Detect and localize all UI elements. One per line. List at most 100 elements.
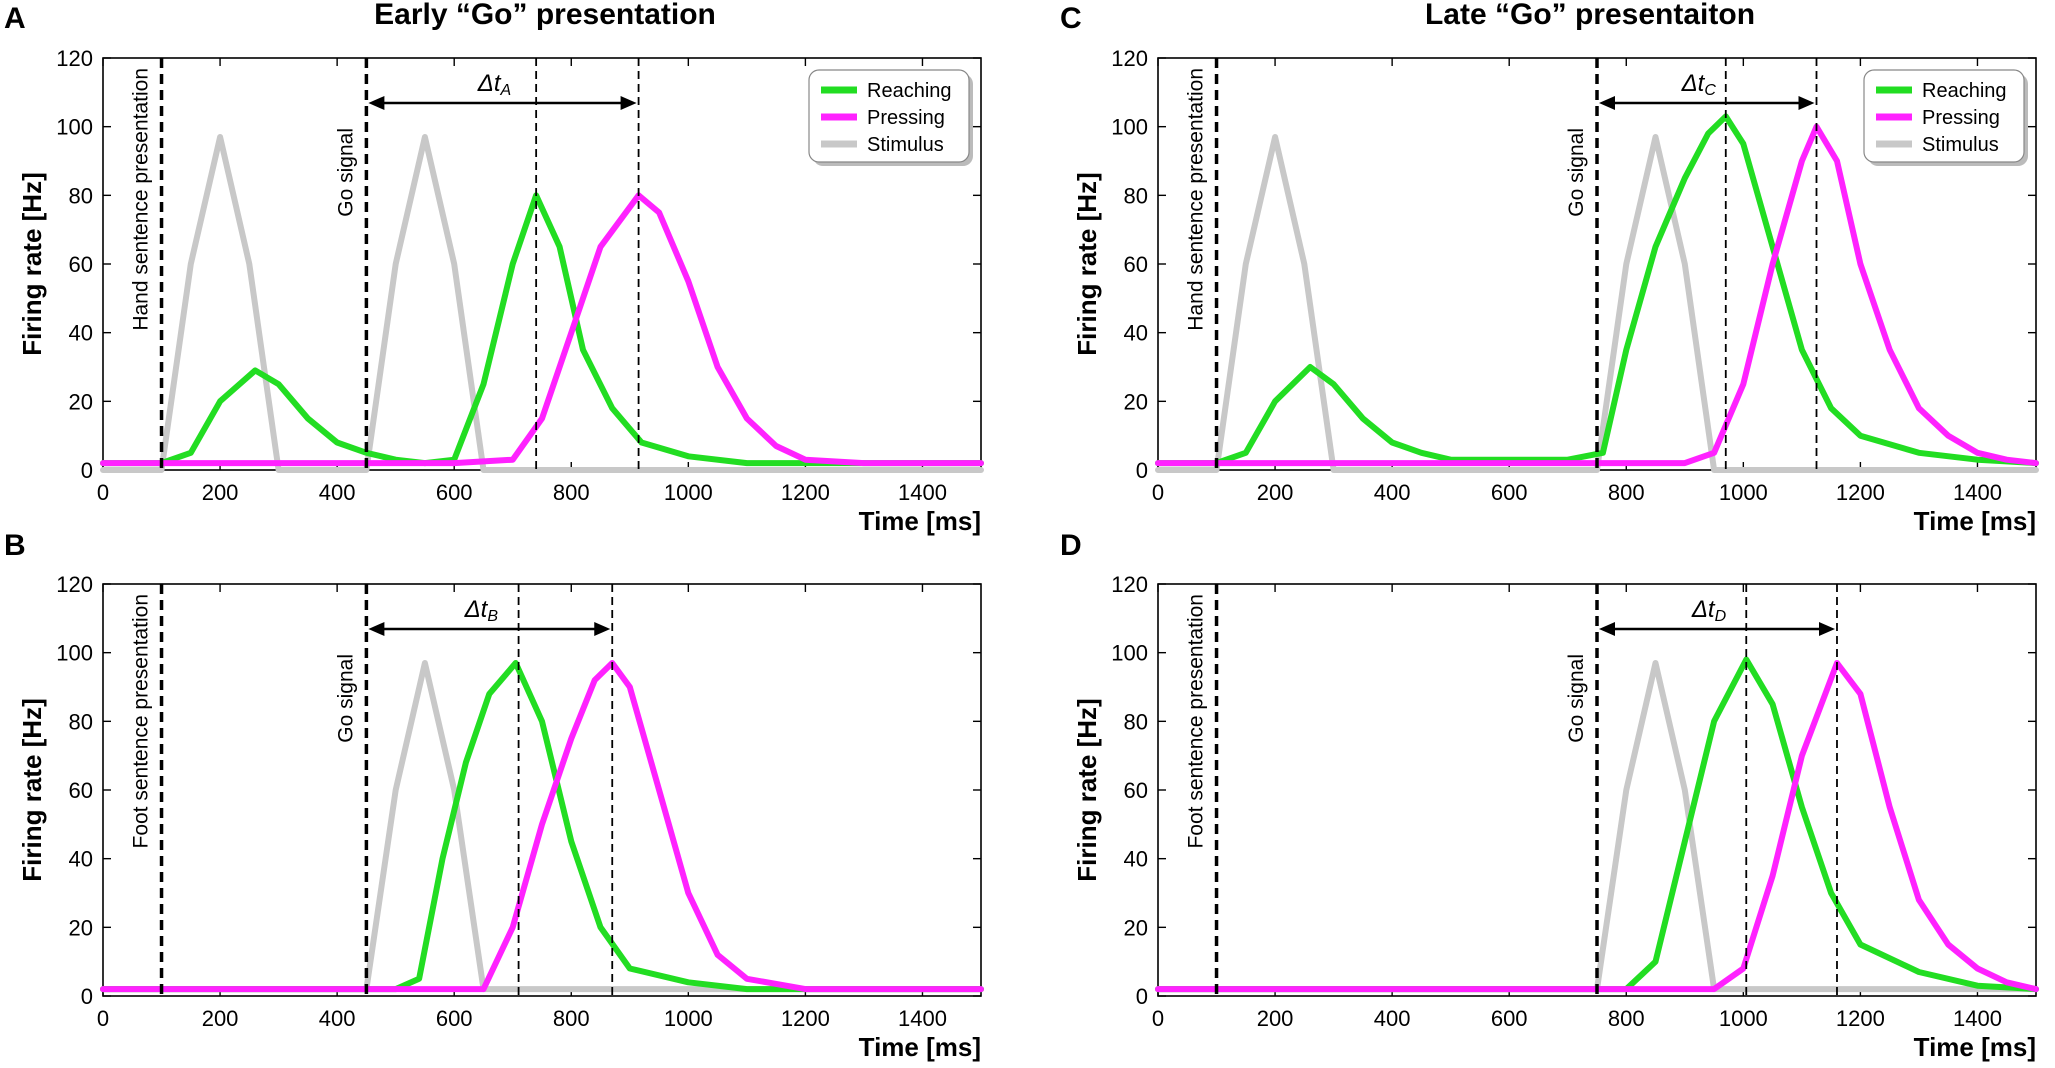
legend-entry-reaching: Reaching	[867, 80, 952, 102]
delta-arrow-head-right	[620, 96, 637, 110]
x-tick-label: 800	[553, 1006, 590, 1031]
series-line-pressing	[1155, 660, 2039, 993]
delta-arrow-head-left	[1599, 96, 1615, 110]
series-line-pressing	[100, 660, 984, 993]
sentence-onset-label: Hand sentence presentation	[130, 68, 153, 331]
series-line-stimulus	[100, 134, 984, 473]
title-early: Early “Go” presentation	[374, 0, 716, 31]
delta-arrow-head-right	[594, 622, 611, 636]
y-tick-label: 0	[1136, 984, 1148, 1009]
x-tick-label: 0	[1152, 1006, 1164, 1031]
delta-arrow-head-left	[368, 622, 385, 636]
x-tick-label: 1400	[1953, 480, 2002, 505]
series-line-reaching	[1155, 113, 2039, 467]
x-tick-label: 200	[1257, 480, 1294, 505]
x-tick-label: 400	[1374, 1006, 1411, 1031]
delta-label: ΔtA	[477, 70, 511, 99]
title-late: Late “Go” presentaiton	[1425, 0, 1755, 31]
x-tick-label: 200	[202, 1006, 239, 1031]
panel-letter: B	[4, 529, 26, 562]
delta-label: ΔtD	[1691, 596, 1727, 625]
y-tick-label: 120	[56, 572, 93, 597]
y-tick-label: 120	[1111, 46, 1148, 71]
go-signal-label: Go signal	[1565, 128, 1588, 217]
y-axis-title: Firing rate [Hz]	[1072, 172, 1102, 355]
x-tick-label: 1000	[1719, 480, 1768, 505]
y-axis-title: Firing rate [Hz]	[1072, 698, 1102, 881]
y-tick-label: 20	[1124, 915, 1148, 940]
delta-arrow-head-right	[1818, 622, 1835, 636]
go-signal-label: Go signal	[334, 654, 357, 743]
y-tick-label: 40	[69, 321, 93, 346]
y-tick-label: 80	[69, 183, 93, 208]
x-tick-label: 1200	[781, 1006, 830, 1031]
x-axis-title: Time [ms]	[859, 506, 981, 536]
sentence-onset-label: Hand sentence presentation	[1185, 68, 1208, 331]
legend-entry-stimulus: Stimulus	[867, 134, 944, 156]
x-tick-label: 1000	[664, 480, 713, 505]
x-axis-title: Time [ms]	[1914, 506, 2036, 536]
panel-letter: A	[4, 2, 26, 35]
x-tick-label: 0	[97, 1006, 109, 1031]
legend-entry-pressing: Pressing	[1922, 107, 2000, 129]
x-tick-label: 1200	[1836, 480, 1885, 505]
x-tick-label: 1200	[1836, 1006, 1885, 1031]
y-tick-label: 60	[69, 778, 93, 803]
y-tick-label: 120	[56, 46, 93, 71]
series-line-reaching	[100, 660, 984, 993]
y-tick-label: 100	[56, 115, 93, 140]
y-tick-label: 80	[69, 709, 93, 734]
y-tick-label: 40	[69, 847, 93, 872]
x-tick-label: 1000	[1719, 1006, 1768, 1031]
panel-letter: D	[1060, 529, 1082, 562]
y-tick-label: 20	[69, 389, 93, 414]
x-tick-label: 200	[1257, 1006, 1294, 1031]
y-tick-label: 100	[1111, 115, 1148, 140]
y-axis-title: Firing rate [Hz]	[17, 698, 47, 881]
legend-entry-stimulus: Stimulus	[1922, 134, 1999, 156]
sentence-onset-label: Foot sentence presentation	[1185, 594, 1208, 849]
x-tick-label: 800	[1608, 1006, 1645, 1031]
series-line-pressing	[100, 192, 984, 467]
y-tick-label: 100	[56, 641, 93, 666]
series-line-reaching	[100, 192, 984, 467]
x-axis-title: Time [ms]	[859, 1032, 981, 1062]
x-tick-label: 800	[1608, 480, 1645, 505]
plot-frame	[1157, 583, 2037, 997]
go-signal-label: Go signal	[334, 128, 357, 217]
x-tick-label: 1400	[1953, 1006, 2002, 1031]
delta-arrow-head-left	[368, 96, 385, 110]
y-tick-label: 60	[1124, 778, 1148, 803]
y-tick-label: 60	[1124, 252, 1148, 277]
y-tick-label: 80	[1124, 709, 1148, 734]
x-tick-label: 1000	[664, 1006, 713, 1031]
x-tick-label: 1200	[781, 480, 830, 505]
series-line-stimulus	[1155, 134, 2039, 473]
x-tick-label: 600	[1491, 480, 1528, 505]
y-tick-label: 40	[1124, 321, 1148, 346]
go-signal-label: Go signal	[1565, 654, 1588, 743]
y-tick-label: 0	[81, 458, 93, 483]
y-tick-label: 20	[1124, 389, 1148, 414]
delta-arrow-head-right	[1798, 96, 1815, 110]
y-tick-label: 0	[1136, 458, 1148, 483]
x-tick-label: 1400	[898, 480, 947, 505]
y-tick-label: 0	[81, 984, 93, 1009]
plot-frame	[102, 583, 982, 997]
delta-label: ΔtC	[1681, 70, 1717, 99]
x-tick-label: 600	[436, 480, 473, 505]
delta-label: ΔtB	[464, 596, 499, 625]
x-tick-label: 400	[319, 1006, 356, 1031]
legend-entry-pressing: Pressing	[867, 107, 945, 129]
x-tick-label: 600	[1491, 1006, 1528, 1031]
sentence-onset-label: Foot sentence presentation	[130, 594, 153, 849]
delta-arrow-head-left	[1599, 622, 1615, 636]
legend: Reaching Pressing Stimulus	[808, 69, 973, 166]
y-tick-label: 80	[1124, 183, 1148, 208]
